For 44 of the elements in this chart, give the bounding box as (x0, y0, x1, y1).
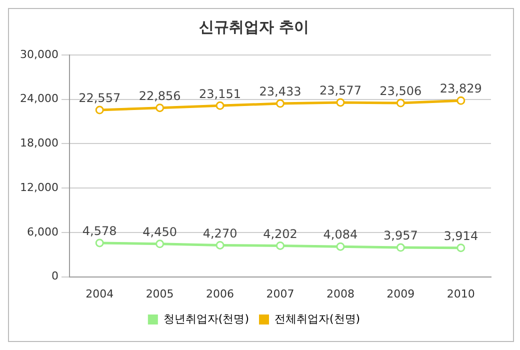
x-tick-label: 2005 (146, 287, 174, 300)
point (156, 104, 164, 112)
point (396, 243, 405, 252)
x-tick-label: 2004 (86, 287, 114, 300)
point (216, 101, 224, 110)
y-tick-label: 18,000 (20, 136, 58, 150)
data-label: 4,578 (82, 224, 117, 238)
y-tick-label: 12,000 (20, 180, 58, 194)
data-label: 23,506 (380, 84, 422, 98)
data-label: 3,957 (383, 228, 418, 243)
point (156, 240, 164, 248)
data-label: 4,450 (142, 225, 177, 240)
y-tick-label: 6,000 (26, 225, 58, 238)
legend-label: 전체취업자(천명) (274, 312, 360, 326)
point (276, 99, 284, 108)
point (456, 244, 466, 252)
data-label: 4,270 (202, 226, 238, 240)
point (95, 106, 104, 114)
data-label: 22,856 (138, 88, 181, 103)
point (276, 241, 284, 250)
x-tick-label: 2010 (446, 287, 475, 300)
legend-label: 청년취업자(천명) (163, 312, 250, 326)
data-label: 4,084 (323, 228, 358, 242)
data-label: 4,202 (263, 226, 298, 241)
point (336, 98, 345, 107)
x-tick-label: 2008 (326, 287, 354, 300)
point (95, 238, 104, 248)
y-tick-label: 0 (51, 270, 58, 283)
chart-title: 신규취업자 추이 (198, 18, 310, 36)
y-tick-label: 24,000 (20, 92, 58, 106)
data-label: 23,577 (319, 84, 362, 98)
data-label: 3,914 (444, 228, 478, 243)
point (396, 98, 405, 108)
point (216, 240, 224, 250)
data-label: 23,829 (440, 82, 482, 96)
data-label: 23,433 (259, 84, 302, 99)
x-tick-label: 2007 (266, 287, 294, 300)
point (456, 96, 466, 105)
x-tick-label: 2006 (206, 287, 234, 300)
x-tick-label: 2009 (386, 287, 415, 300)
y-tick-label: 30,000 (20, 48, 58, 61)
point (336, 242, 345, 251)
data-label: 23,151 (199, 86, 242, 101)
data-label: 22,557 (78, 91, 121, 106)
